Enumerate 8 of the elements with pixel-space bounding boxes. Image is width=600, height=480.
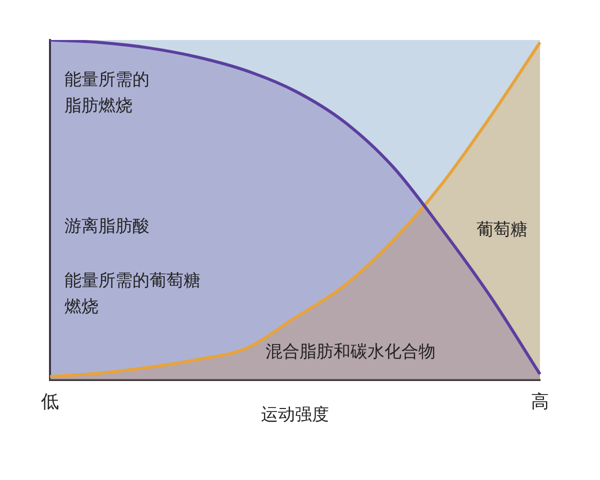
annotation: 游离脂肪酸 [64,216,150,236]
x-axis-title: 运动强度 [261,405,329,426]
annotation: 混合脂肪和碳水化合物 [266,342,436,362]
x-tick-label: 低 [41,391,59,412]
annotation: 能量所需的脂肪燃烧 [64,70,150,116]
annotation: 葡萄糖 [476,220,528,240]
x-tick-label: 高 [531,391,549,412]
annotation: 能量所需的葡萄糖燃烧 [64,270,201,317]
